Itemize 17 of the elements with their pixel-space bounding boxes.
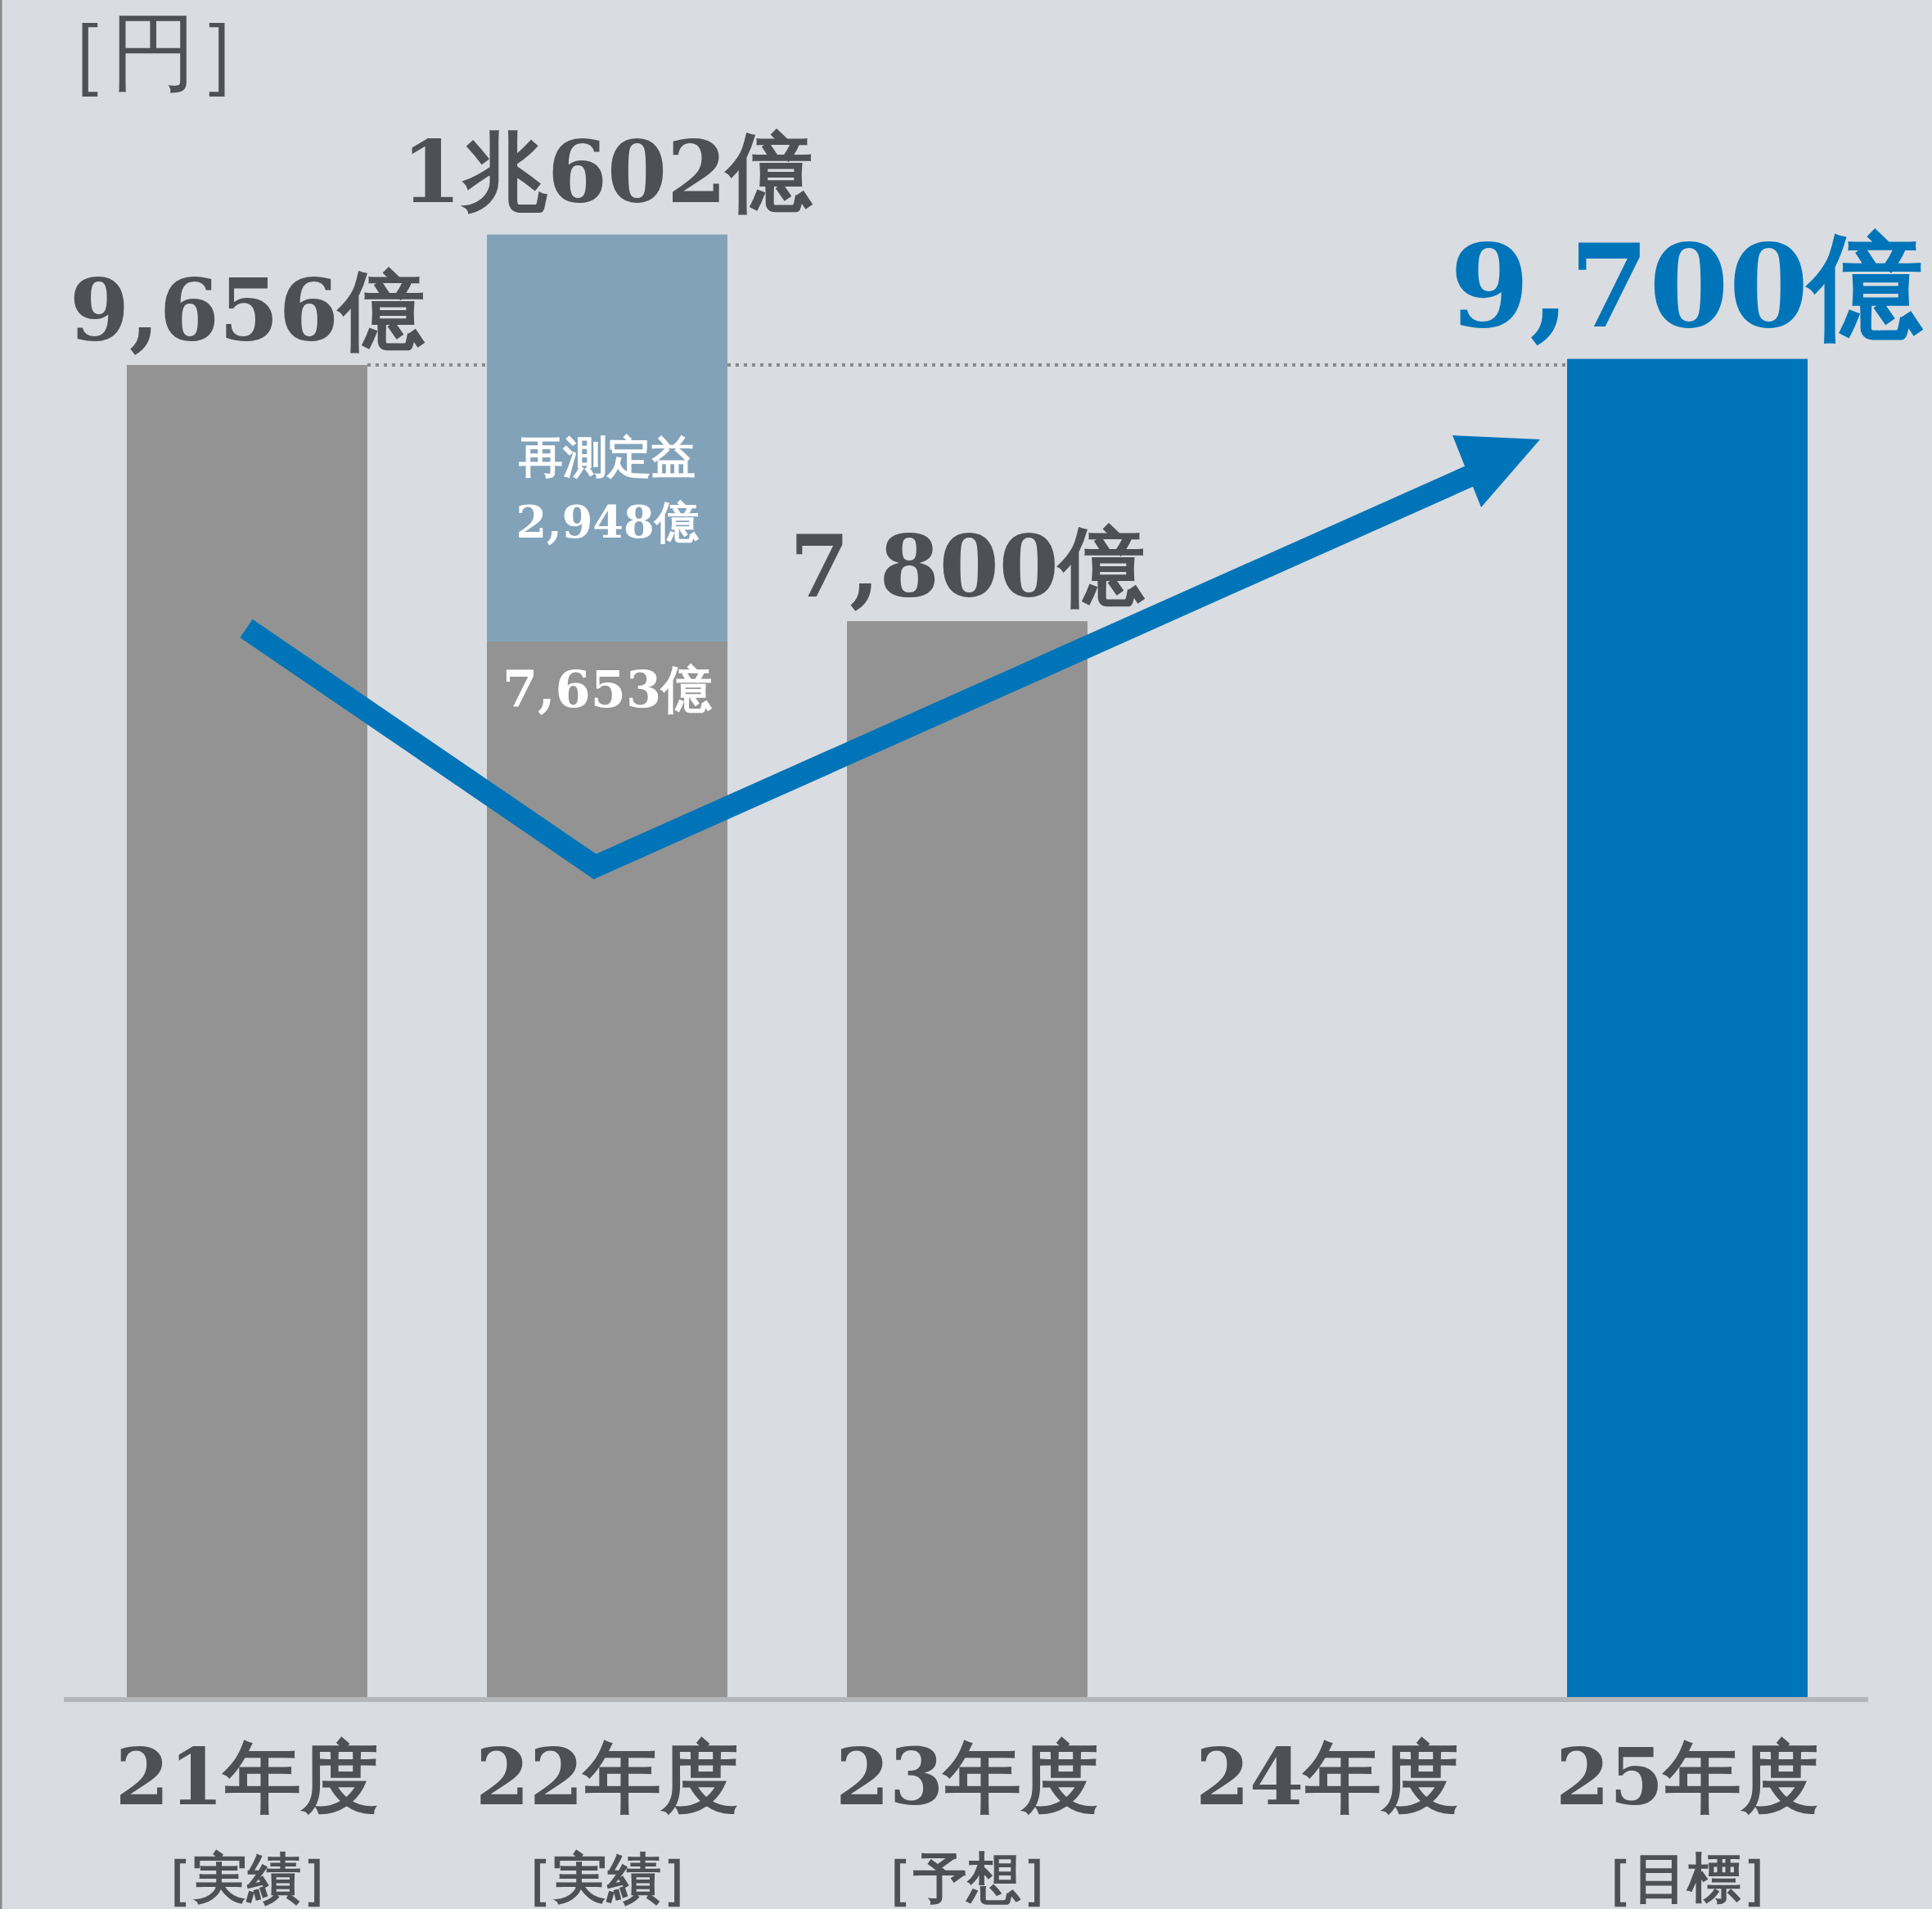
x-tick-label: 23年度［予想］ [835,1731,1100,1909]
y-axis-title: ［円］ [25,2,282,102]
data-label: 7,653億 [502,659,714,719]
x-tick-label: 22年度［実績］ [475,1731,740,1909]
x-tick-label: 25年度［目標］ [1555,1731,1820,1909]
data-label: 9,700億 [1449,218,1925,353]
data-label: 2,948億 [516,495,700,548]
total-label: 1兆602億 [401,120,814,223]
bar [487,641,727,1698]
series-label: 再測定益 [517,430,696,483]
bar [847,621,1088,1698]
bar [487,234,727,642]
bar [1567,358,1808,1698]
data-label: 7,800億 [790,516,1146,618]
x-tick-label: 24年度 [1195,1731,1460,1822]
data-label: 9,656億 [70,259,426,362]
x-tick-label: 21年度［実績］ [115,1731,380,1909]
